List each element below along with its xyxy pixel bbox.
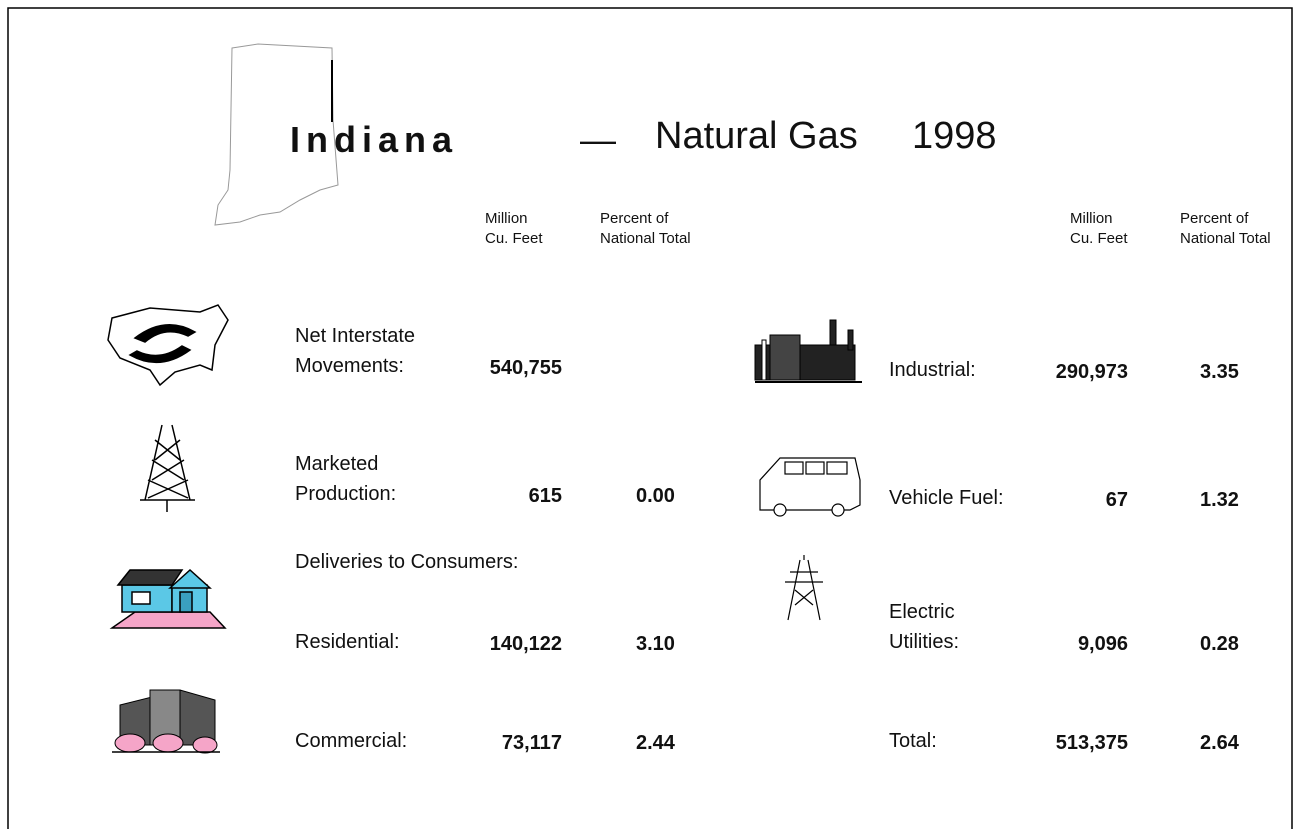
column-header: Cu. Feet: [485, 230, 543, 247]
row-label: Total:: [889, 730, 937, 752]
dash: —: [580, 119, 616, 160]
volume-value: 9,096: [1078, 633, 1128, 655]
percent-value: 1.32: [1200, 489, 1239, 511]
row-label: Commercial:: [295, 730, 407, 752]
tower-icon: [785, 555, 823, 621]
volume-value: 540,755: [490, 357, 562, 379]
row-label: Marketed: [295, 453, 378, 475]
column-header: Million: [485, 210, 528, 227]
van-icon: [759, 457, 861, 517]
state-name: Indiana: [290, 119, 458, 160]
percent-value: 0.00: [636, 485, 675, 507]
volume-value: 513,375: [1056, 732, 1128, 754]
column-header: National Total: [600, 230, 691, 247]
house-icon: [109, 568, 227, 629]
row-label: Industrial:: [889, 359, 976, 381]
percent-value: 2.44: [636, 732, 676, 754]
row-label: Production:: [295, 483, 396, 505]
column-header: Million: [1070, 210, 1113, 227]
frame: [7, 7, 1293, 829]
section-label: Deliveries to Consumers:: [295, 551, 518, 573]
volume-value: 67: [1106, 489, 1128, 511]
building-icon: [112, 689, 220, 754]
factory-icon: [754, 319, 862, 383]
column-header: Percent of: [600, 210, 669, 227]
row-label: Movements:: [295, 355, 404, 377]
row-label: Electric: [889, 601, 955, 623]
title: Natural Gas: [655, 115, 858, 157]
volume-value: 73,117: [502, 732, 562, 754]
us-map-icon: [107, 304, 229, 387]
percent-value: 3.35: [1200, 361, 1239, 383]
derrick-icon: [140, 424, 195, 512]
volume-value: 290,973: [1056, 361, 1128, 383]
row-label: Net Interstate: [295, 325, 415, 347]
column-header: National Total: [1180, 230, 1271, 247]
volume-value: 615: [529, 485, 562, 507]
row-label: Residential:: [295, 631, 400, 653]
column-header: Percent of: [1180, 210, 1249, 227]
row-label: Vehicle Fuel:: [889, 487, 1004, 509]
percent-value: 0.28: [1200, 633, 1239, 655]
year: 1998: [912, 115, 997, 157]
percent-value: 3.10: [636, 633, 675, 655]
volume-value: 140,122: [490, 633, 562, 655]
column-header: Cu. Feet: [1070, 230, 1128, 247]
row-label: Utilities:: [889, 631, 959, 653]
percent-value: 2.64: [1200, 732, 1240, 754]
